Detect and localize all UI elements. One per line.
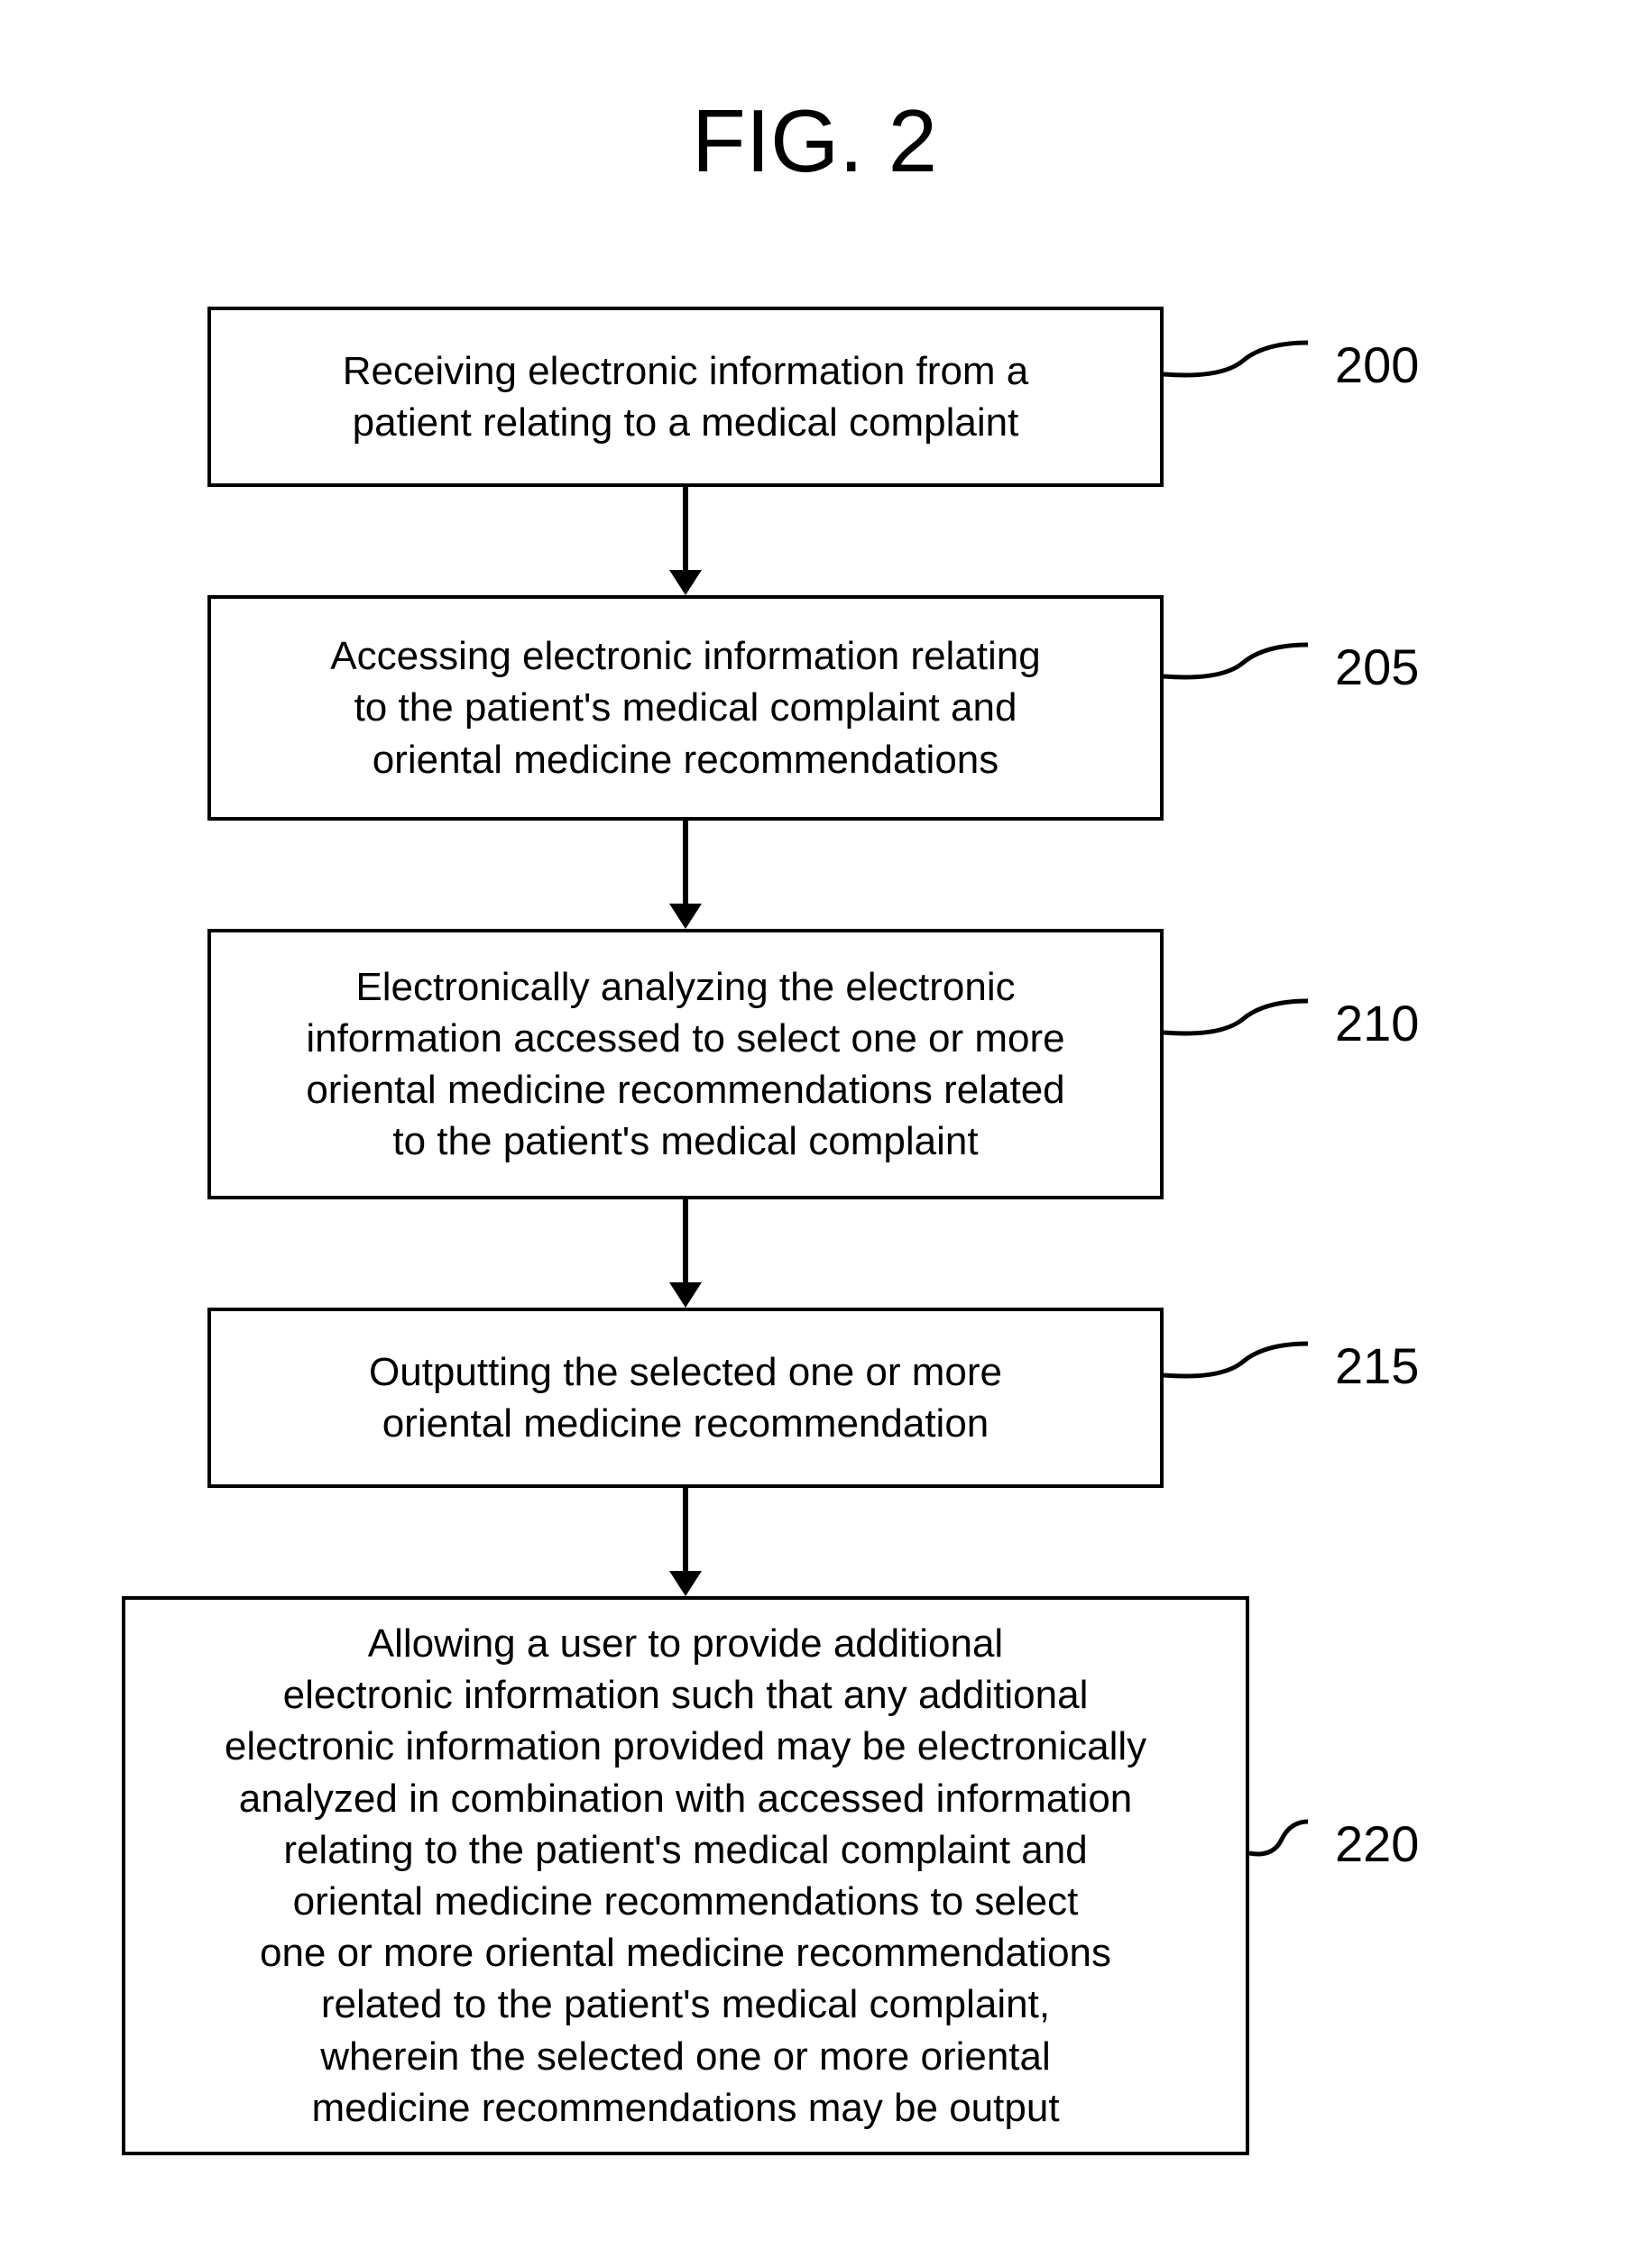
arrow-line [683,821,688,904]
flow-box-text: Receiving electronic information from a … [343,345,1029,448]
arrow-head-icon [669,1282,702,1308]
ref-label-215: 215 [1335,1336,1419,1395]
ref-label-210: 210 [1335,994,1419,1052]
flow-box-text: Outputting the selected one or more orie… [369,1346,1002,1449]
ref-label-205: 205 [1335,638,1419,696]
flow-box-box1: Receiving electronic information from a … [207,307,1164,487]
arrow-line [683,1199,688,1282]
flow-box-text: Allowing a user to provide additional el… [225,1618,1146,2134]
flow-box-box3: Electronically analyzing the electronic … [207,929,1164,1199]
ref-connector [1249,1808,1308,1871]
ref-label-220: 220 [1335,1814,1419,1873]
flow-box-text: Accessing electronic information relatin… [330,630,1041,785]
ref-connector [1164,987,1308,1051]
ref-connector [1164,329,1308,392]
arrow-line [683,487,688,570]
arrow-head-icon [669,904,702,929]
arrow-head-icon [669,570,702,595]
arrow-head-icon [669,1571,702,1596]
ref-label-200: 200 [1335,335,1419,394]
flow-box-text: Electronically analyzing the electronic … [306,961,1064,1168]
ref-connector [1164,631,1308,694]
flow-box-box5: Allowing a user to provide additional el… [122,1596,1249,2155]
flow-box-box4: Outputting the selected one or more orie… [207,1308,1164,1488]
arrow-line [683,1488,688,1571]
flow-box-box2: Accessing electronic information relatin… [207,595,1164,821]
figure-title: FIG. 2 [0,90,1629,192]
ref-connector [1164,1330,1308,1393]
